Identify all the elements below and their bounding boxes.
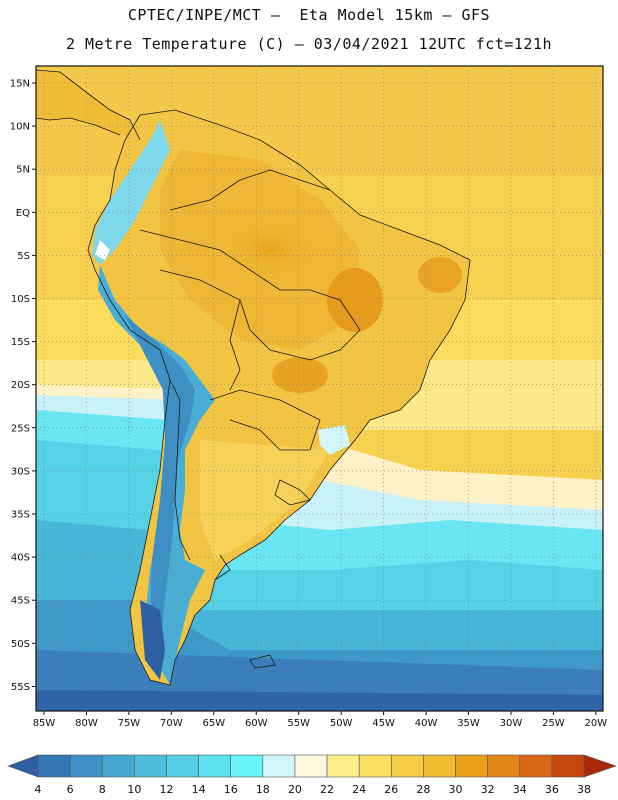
- lon-label: 65W: [202, 718, 225, 729]
- lon-label: 45W: [372, 718, 395, 729]
- lat-label: 5N: [16, 165, 30, 176]
- colorbar-swatch: [294, 754, 328, 778]
- colorbar-label: 6: [67, 783, 74, 796]
- lat-label: 25S: [11, 423, 30, 434]
- colorbar-swatch: [262, 754, 296, 778]
- colorbar-swatch: [101, 754, 135, 778]
- colorbar-swatch: [551, 754, 585, 778]
- lat-label: 5S: [17, 251, 30, 262]
- colorbar-label: 8: [99, 783, 106, 796]
- graticule: [36, 66, 603, 711]
- lon-label: 80W: [75, 718, 98, 729]
- lat-label: 40S: [11, 553, 30, 564]
- colorbar-label: 22: [320, 783, 334, 796]
- colorbar-label: 12: [159, 783, 173, 796]
- colorbar-swatch: [358, 754, 392, 778]
- latitude-axis: 15N 10N 5N EQ 5S 10S 15S 20S 25S 30S 35S 40S 45S 50S 5…: [10, 79, 36, 693]
- colorbar-swatch: [134, 754, 167, 778]
- lat-label: 10N: [10, 122, 30, 133]
- colorbar-label: 26: [384, 783, 398, 796]
- colorbar-swatch: [198, 754, 232, 778]
- colorbar-label: 28: [416, 783, 430, 796]
- lon-label: 55W: [287, 718, 310, 729]
- colorbar-swatch: [37, 754, 71, 778]
- lon-label: 25W: [542, 718, 565, 729]
- colorbar-swatch: [390, 754, 424, 778]
- lon-label: 75W: [118, 718, 141, 729]
- lat-label: 45S: [11, 596, 30, 607]
- colorbar-swatch: [230, 754, 264, 778]
- lon-label: 30W: [500, 718, 523, 729]
- colorbar-label: 32: [481, 783, 495, 796]
- lat-label: 20S: [11, 380, 30, 391]
- borders-layer: [36, 69, 471, 686]
- field-layer: [36, 66, 603, 711]
- colorbar-max-arrow: [583, 754, 617, 778]
- colorbar: 4 6 8 10 12 14 16 18 20 22 24 26 28 30 32 34 36 38: [7, 754, 617, 796]
- lon-label: 50W: [330, 718, 353, 729]
- lon-label: 35W: [457, 718, 480, 729]
- lon-label: 40W: [415, 718, 438, 729]
- colorbar-swatch: [455, 754, 488, 778]
- colorbar-swatch: [519, 754, 553, 778]
- lon-label: 60W: [245, 718, 268, 729]
- lat-label: 55S: [11, 682, 30, 693]
- lat-label: 30S: [11, 466, 30, 477]
- colorbar-label: 20: [288, 783, 302, 796]
- colorbar-label: 38: [577, 783, 591, 796]
- lon-label: 85W: [33, 718, 56, 729]
- colorbar-label: 36: [545, 783, 559, 796]
- lat-label: 10S: [11, 294, 30, 305]
- map-frame: [35, 65, 604, 712]
- colorbar-label: 16: [224, 783, 238, 796]
- lon-label: 70W: [160, 718, 183, 729]
- colorbar-label: 18: [256, 783, 270, 796]
- title-line-1: CPTEC/INPE/MCT – Eta Model 15km – GFS: [127, 6, 491, 24]
- colorbar-swatch: [326, 754, 360, 778]
- colorbar-swatch: [423, 754, 456, 778]
- colorbar-label: 30: [449, 783, 463, 796]
- colorbar-swatch: [69, 754, 103, 778]
- colorbar-label: 24: [352, 783, 366, 796]
- lat-label: 15S: [11, 337, 30, 348]
- longitude-axis: 85W 80W 75W 70W 65W 60W 55W 50W 45W 40W 35W 30W 25W 2…: [33, 711, 608, 729]
- lat-label: EQ: [16, 208, 30, 219]
- lat-label: 35S: [11, 510, 30, 521]
- colorbar-label: 10: [127, 783, 141, 796]
- lon-label: 20W: [585, 718, 608, 729]
- colorbar-min-arrow: [7, 754, 39, 778]
- title-line-2: 2 Metre Temperature (C) – 03/04/2021 12U…: [65, 35, 553, 53]
- colorbar-label: 4: [35, 783, 42, 796]
- colorbar-label: 34: [513, 783, 527, 796]
- colorbar-swatch: [166, 754, 199, 778]
- colorbar-label: 14: [192, 783, 206, 796]
- lat-label: 50S: [11, 639, 30, 650]
- colorbar-swatch: [487, 754, 521, 778]
- lat-label: 15N: [10, 79, 30, 90]
